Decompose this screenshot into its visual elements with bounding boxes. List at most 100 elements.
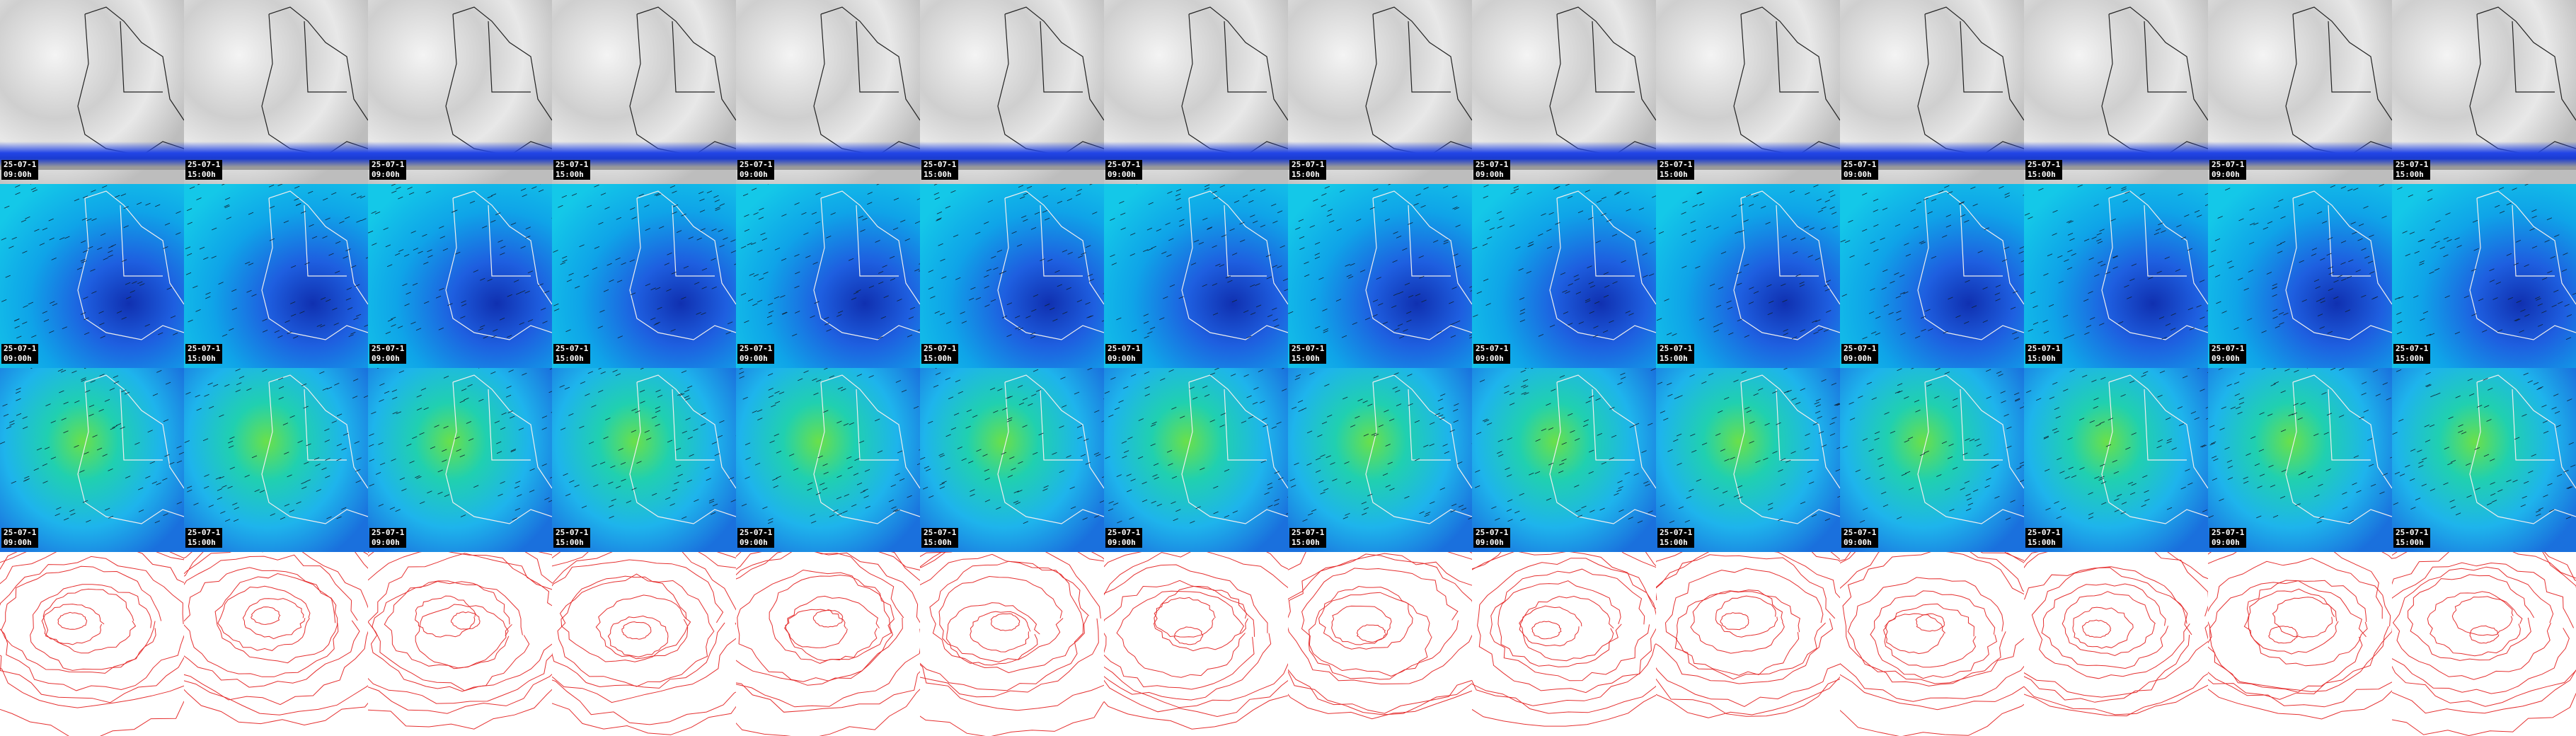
map-line [655,406,661,409]
map-line [1060,376,1066,380]
map-line [2513,263,2519,266]
map-line [1176,207,1183,210]
map-line [2444,295,2450,299]
map-line [1212,312,1219,316]
map-line [1143,321,1149,324]
map-line [1023,192,1028,196]
map-line [1443,239,1449,242]
map-line [824,316,829,320]
map-line [1577,210,1584,214]
map-line [1165,222,1171,226]
map-line [1736,271,1742,275]
map-line [541,307,546,311]
map-line [1862,438,1868,441]
map-line [1331,605,1392,645]
map-line [1033,294,1039,297]
panel-label: 25-07-1 15:00h [185,528,223,548]
map-line [1520,518,1526,522]
map-line [1365,374,1472,524]
map-line [803,370,809,374]
map-line [262,330,268,333]
map-line [2196,304,2202,308]
map-line [1473,314,1478,318]
map-line [1858,396,1863,398]
map-line [1489,227,1495,231]
map-line [1,237,6,241]
map-line [407,187,413,190]
map-line [1105,456,1110,459]
map-panel [1840,552,2024,736]
map-line [1791,336,1798,340]
map-line [657,395,663,398]
map-line [149,461,155,464]
map-line [1364,317,1371,321]
map-line [1735,231,1740,234]
map-overlay [1472,552,1656,727]
map-line [583,275,590,278]
map-line [2454,237,2460,241]
map-line [333,323,339,326]
map-line [2536,387,2542,391]
map-line [1927,211,1933,214]
map-line [753,274,759,277]
map-line [199,246,205,250]
map-line [2261,330,2267,333]
map-line [2434,241,2440,244]
map-line [416,408,422,410]
map-line [1831,212,1837,215]
map-line [235,389,241,393]
map-line [888,499,895,502]
map-line [1232,510,1238,514]
panel-date: 25-07-1 [2212,528,2245,537]
map-line [618,448,623,451]
map-overlay [553,184,736,340]
map-line [459,400,465,403]
map-line [1667,382,1672,386]
map-line [984,468,989,472]
map-line [708,500,715,504]
map-line [2028,217,2033,219]
map-line [1938,190,1944,193]
map-line [102,185,108,188]
map-line [667,252,672,255]
map-line [2419,260,2425,263]
map-line [51,258,57,260]
map-line [2101,502,2107,505]
map-line [1392,386,1398,389]
map-line [1971,305,1977,309]
map-line [1231,253,1238,255]
map-line [1086,315,1092,318]
panel-label: 25-07-1 09:00h [2209,160,2247,180]
map-line [674,481,679,485]
map-line [2410,478,2415,481]
map-line [2091,379,2097,383]
map-line [801,212,807,215]
map-line [2083,238,2090,242]
map-line [2166,507,2173,510]
map-line [339,221,345,224]
map-line [2471,313,2477,316]
panel-date: 25-07-1 [2028,528,2061,537]
map-line [231,289,237,292]
map-line [1519,595,1614,662]
map-line [1952,405,1957,408]
map-line [220,511,226,514]
map-line [1800,329,1805,332]
map-line [1252,401,1258,405]
map-line [1965,493,1971,497]
map-line [2477,405,2483,408]
map-line [1258,369,1264,372]
map-line [2208,552,2392,708]
map-line [1320,491,1326,495]
map-line [451,209,457,213]
map-line [598,222,604,225]
map-line [325,217,330,221]
panel-time: 15:00h [2396,170,2424,179]
map-line [997,6,1104,156]
map-line [406,443,412,447]
map-line [2105,271,2111,275]
map-line [69,509,75,512]
map-line [2194,209,2200,213]
map-line [211,255,217,259]
map-line [1657,318,1662,321]
